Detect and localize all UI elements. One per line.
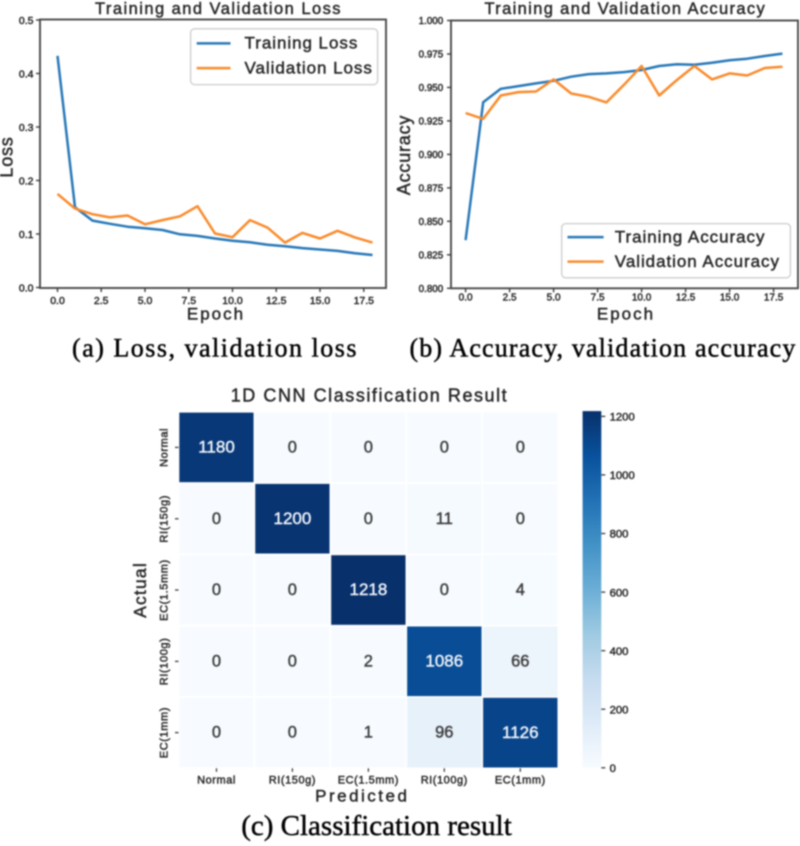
svg-text:10.0: 10.0 [632,293,652,304]
svg-text:15.0: 15.0 [310,295,331,307]
svg-text:0: 0 [364,438,373,456]
svg-text:0.975: 0.975 [419,50,444,61]
svg-text:11: 11 [436,510,453,528]
svg-text:Training Accuracy: Training Accuracy [615,227,766,246]
svg-text:0.3: 0.3 [19,122,34,134]
svg-text:4: 4 [516,581,525,599]
svg-text:0: 0 [440,581,449,599]
svg-text:5.0: 5.0 [547,293,561,304]
svg-text:1D CNN Classification Result: 1D CNN Classification Result [231,386,508,406]
svg-text:Validation Loss: Validation Loss [245,58,373,77]
svg-text:7.5: 7.5 [591,293,605,304]
svg-text:12.5: 12.5 [676,293,696,304]
svg-text:Normal: Normal [197,775,236,787]
svg-text:EC(1mm): EC(1mm) [159,707,171,758]
svg-text:0: 0 [610,763,616,775]
svg-text:1200: 1200 [273,509,311,528]
svg-text:0: 0 [364,510,373,528]
svg-text:400: 400 [610,646,629,658]
svg-text:0.0: 0.0 [50,295,65,307]
svg-text:Training Loss: Training Loss [245,34,359,53]
svg-text:0: 0 [288,438,297,456]
svg-text:10.0: 10.0 [222,295,243,307]
svg-text:1000: 1000 [610,470,635,482]
svg-text:0.0: 0.0 [459,293,473,304]
svg-text:Training and Validation Loss: Training and Validation Loss [95,0,342,18]
svg-text:Validation Accuracy: Validation Accuracy [615,252,780,271]
svg-text:0: 0 [212,652,221,670]
svg-text:1180: 1180 [198,438,235,457]
svg-text:0.850: 0.850 [419,217,444,228]
svg-text:0.5: 0.5 [19,15,34,27]
svg-text:1: 1 [364,724,373,742]
svg-text:2.5: 2.5 [94,295,109,307]
svg-text:12.5: 12.5 [266,295,287,307]
svg-text:66: 66 [511,652,529,670]
svg-text:0: 0 [288,652,297,670]
svg-text:0.950: 0.950 [419,83,444,94]
svg-text:Normal: Normal [159,428,171,467]
svg-text:RI(100g): RI(100g) [159,638,171,686]
svg-text:0.0: 0.0 [19,283,34,295]
svg-text:2.5: 2.5 [503,293,517,304]
svg-text:15.0: 15.0 [720,293,740,304]
svg-text:0: 0 [212,724,221,742]
svg-text:0.900: 0.900 [419,150,444,161]
svg-text:0.4: 0.4 [19,69,34,81]
svg-text:EC(1.5mm): EC(1.5mm) [338,775,399,787]
svg-text:800: 800 [610,529,629,541]
svg-text:Actual: Actual [130,562,150,618]
svg-text:Epoch: Epoch [597,305,655,324]
svg-text:600: 600 [610,587,629,599]
svg-text:RI(150g): RI(150g) [269,775,316,787]
svg-text:17.5: 17.5 [764,293,784,304]
svg-text:200: 200 [610,704,629,716]
svg-text:0.2: 0.2 [19,176,34,188]
svg-text:(c) Classification result: (c) Classification result [241,810,512,842]
svg-text:(a) Loss, validation loss: (a) Loss, validation loss [72,334,358,363]
svg-text:0: 0 [440,438,449,456]
svg-text:(b) Accuracy, validation accur: (b) Accuracy, validation accuracy [409,334,796,363]
svg-text:0.825: 0.825 [419,250,444,261]
svg-text:0: 0 [212,581,221,599]
svg-text:17.5: 17.5 [354,295,375,307]
svg-text:Training and Validation Accura: Training and Validation Accuracy [484,0,766,18]
svg-text:RI(150g): RI(150g) [159,495,171,543]
svg-text:0.800: 0.800 [419,284,444,295]
svg-text:1218: 1218 [349,580,387,599]
svg-text:1126: 1126 [502,723,539,742]
svg-text:0: 0 [212,510,221,528]
svg-text:Accuracy: Accuracy [394,115,414,195]
svg-text:1086: 1086 [425,652,463,671]
svg-text:0.1: 0.1 [19,229,34,241]
svg-text:RI(100g): RI(100g) [421,775,468,787]
svg-text:0: 0 [516,438,525,456]
svg-text:2: 2 [364,652,373,670]
svg-text:Predicted: Predicted [315,787,409,806]
svg-text:EC(1.5mm): EC(1.5mm) [159,559,171,621]
svg-text:7.5: 7.5 [181,295,196,307]
svg-text:5.0: 5.0 [138,295,153,307]
svg-text:0: 0 [288,581,297,599]
svg-text:Loss: Loss [0,136,17,177]
svg-text:0: 0 [516,510,525,528]
svg-text:0.925: 0.925 [419,116,444,127]
svg-text:Epoch: Epoch [187,305,245,324]
svg-text:1.000: 1.000 [419,16,444,27]
svg-text:1200: 1200 [610,412,635,424]
svg-text:EC(1mm): EC(1mm) [495,775,546,787]
svg-text:96: 96 [435,724,453,742]
svg-text:0.875: 0.875 [419,183,444,194]
svg-text:0: 0 [288,724,297,742]
